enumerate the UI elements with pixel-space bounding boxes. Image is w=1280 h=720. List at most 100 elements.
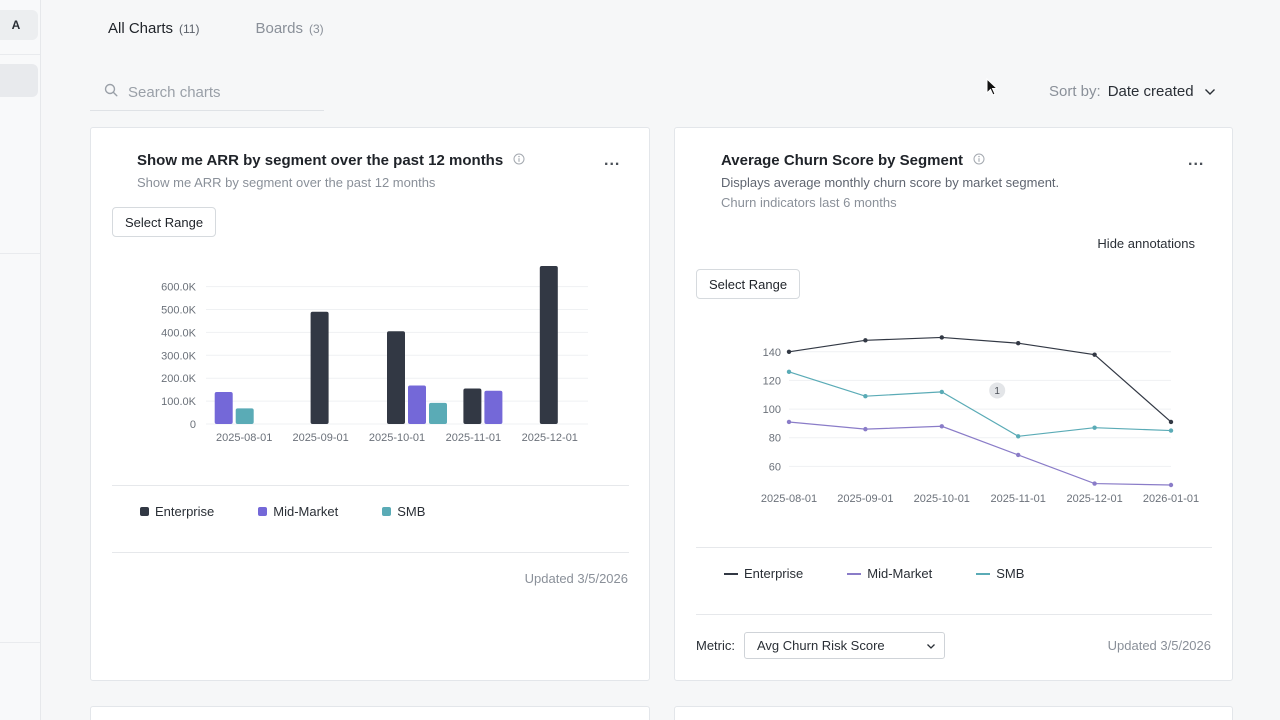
info-icon[interactable] [513,152,525,169]
chart-card-churn: Average Churn Score by Segment Displays … [674,127,1233,681]
data-point-mid-market [1092,481,1097,486]
legend-divider [696,547,1212,548]
data-point-mid-market [1016,452,1021,458]
tab-count: (11) [179,22,200,36]
y-tick-label: 80 [769,433,781,445]
bar-smb [235,408,254,424]
bar-enterprise [387,331,405,424]
x-tick-label: 2025-12-01 [522,432,578,444]
x-tick-label: 2025-10-01 [369,432,425,444]
data-point-enterprise [1016,340,1021,346]
legend-swatch [847,572,862,575]
select-range-button[interactable]: Select Range [696,269,801,299]
x-tick-label: 2025-08-01 [216,432,272,444]
x-tick-label: 2025-09-01 [292,432,348,444]
x-tick-label: 2025-11-01 [990,493,1045,505]
y-tick-label: 60 [769,461,781,473]
sort-dropdown[interactable]: Sort by: Date created [1049,83,1216,100]
sort-label: Sort by: [1049,83,1101,100]
legend-swatch [976,572,991,575]
data-point-mid-market [939,424,944,429]
legend-item-smb[interactable]: SMB [382,504,425,519]
legend-divider [112,485,629,486]
x-tick-label: 2025-08-01 [761,493,817,505]
hide-annotations-link[interactable]: Hide annotations [1097,236,1195,251]
bar-mid-market [484,390,503,424]
data-point-enterprise [1092,352,1097,357]
legend-swatch [140,507,149,516]
legend-item-smb[interactable]: SMB [976,566,1024,581]
sidebar-divider [0,253,40,254]
chart-card-arr: Show me ARR by segment over the past 12 … [90,127,650,681]
y-tick-label: 200.0K [161,373,197,385]
legend-swatch [382,507,392,516]
search-bar [90,75,324,111]
data-point-enterprise [863,338,868,343]
data-point-smb [1016,434,1021,439]
x-tick-label: 2025-12-01 [1066,493,1122,505]
chevron-down-icon [1204,83,1216,100]
card-subtitle: Show me ARR by segment over the past 12 … [137,175,436,190]
data-point-smb [1092,425,1097,430]
select-range-button[interactable]: Select Range [112,207,217,237]
chart-legend: Enterprise Mid-Market SMB [140,504,425,519]
more-options-button[interactable]: ... [1188,152,1205,169]
sort-value: Date created [1107,83,1194,100]
data-point-mid-market [1168,482,1174,488]
metric-label: Metric: [696,638,735,653]
legend-item-mid-market[interactable]: Mid-Market [847,566,932,581]
metric-selector: Metric: Avg Churn Risk Score [696,632,945,659]
updated-timestamp: Updated 3/5/2026 [524,571,628,586]
sidebar-item-active[interactable] [0,64,38,97]
view-tabs: All Charts (11) Boards (3) [108,20,324,37]
chart-card-peek [90,706,650,720]
bar-mid-market [214,391,233,424]
footer-divider [696,614,1212,615]
y-tick-label: 600.0K [161,282,197,294]
metric-select[interactable]: Avg Churn Risk Score [744,632,945,659]
annotation-marker [989,382,1006,399]
card-title: Show me ARR by segment over the past 12 … [137,152,525,169]
y-tick-label: 120 [763,375,781,387]
chart-legend: Enterprise Mid-Market SMB [724,566,1024,581]
data-point-enterprise [939,335,944,340]
y-tick-label: 100 [763,404,781,416]
card-title: Average Churn Score by Segment [721,152,985,169]
y-tick-label: 0 [190,419,196,431]
mouse-cursor-icon [986,77,999,101]
chart-card-peek [674,706,1233,720]
arr-bar-chart: 0 100.0K 200.0K 300.0K 400.0K 500.0K 600.0K 20… [161,266,588,444]
y-tick-label: 500.0K [161,305,197,317]
legend-swatch [724,572,738,575]
legend-item-enterprise[interactable]: Enterprise [140,504,214,519]
tab-all-charts[interactable]: All Charts (11) [108,20,200,37]
data-point-smb [1168,428,1174,433]
bar-mid-market [408,385,426,424]
legend-item-mid-market[interactable]: Mid-Market [258,504,338,519]
x-tick-label: 2025-09-01 [837,493,893,505]
bar-enterprise [310,311,329,424]
y-tick-label: 400.0K [161,327,197,339]
sidebar: A [0,0,41,720]
data-point-enterprise [786,349,792,354]
legend-swatch [258,507,268,516]
sidebar-divider [0,642,40,643]
tab-boards[interactable]: Boards (3) [255,20,324,37]
footer-divider [112,552,629,553]
search-input[interactable] [128,84,308,101]
x-tick-label: 2025-10-01 [914,493,970,505]
data-point-smb [939,389,944,395]
data-point-smb [863,393,868,399]
sidebar-divider [0,54,40,55]
series-line-smb [788,371,1172,437]
legend-item-enterprise[interactable]: Enterprise [724,566,803,581]
y-tick-label: 300.0K [161,350,197,362]
more-options-button[interactable]: ... [604,152,621,169]
annotation-label: 1 [994,386,1000,397]
card-subtitle: Displays average monthly churn score by … [721,175,1060,190]
chevron-down-icon [926,638,936,653]
info-icon[interactable] [973,152,985,169]
churn-line-chart: 60 80 100 120 140 2025-08-01 2025-09-01 2025-1… [761,335,1199,505]
y-tick-label: 100.0K [161,396,197,408]
workspace-avatar[interactable]: A [0,10,38,40]
